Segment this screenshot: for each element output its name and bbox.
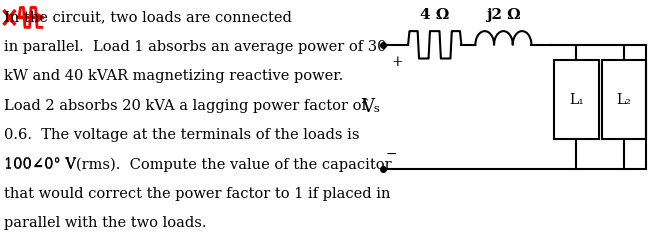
Text: that would correct the power factor to 1 if placed in: that would correct the power factor to 1… xyxy=(4,187,391,201)
Bar xyxy=(554,60,599,139)
Text: j2 Ω: j2 Ω xyxy=(486,8,521,22)
Text: Load 2 absorbs 20 kVA a lagging power factor of: Load 2 absorbs 20 kVA a lagging power fa… xyxy=(4,99,366,113)
Bar xyxy=(602,60,646,139)
Text: in parallel.  Load 1 absorbs an average power of 30: in parallel. Load 1 absorbs an average p… xyxy=(4,40,386,54)
Text: kW and 40 kVAR magnetizing reactive power.: kW and 40 kVAR magnetizing reactive powe… xyxy=(4,69,343,83)
Text: L₂: L₂ xyxy=(617,93,631,107)
Text: L₁: L₁ xyxy=(569,93,584,107)
Text: +: + xyxy=(391,55,403,69)
Text: In the circuit, two loads are connected: In the circuit, two loads are connected xyxy=(4,10,291,24)
Text: parallel with the two loads.: parallel with the two loads. xyxy=(4,216,206,230)
Text: 100∠0° V: 100∠0° V xyxy=(4,157,76,171)
Text: 100∠0° V(rms).  Compute the value of the capacitor: 100∠0° V(rms). Compute the value of the … xyxy=(4,157,391,172)
Text: Vₛ: Vₛ xyxy=(361,98,380,116)
Text: 0.6.  The voltage at the terminals of the loads is: 0.6. The voltage at the terminals of the… xyxy=(4,128,359,142)
Text: −: − xyxy=(385,147,397,161)
Text: 4 Ω: 4 Ω xyxy=(420,8,449,22)
